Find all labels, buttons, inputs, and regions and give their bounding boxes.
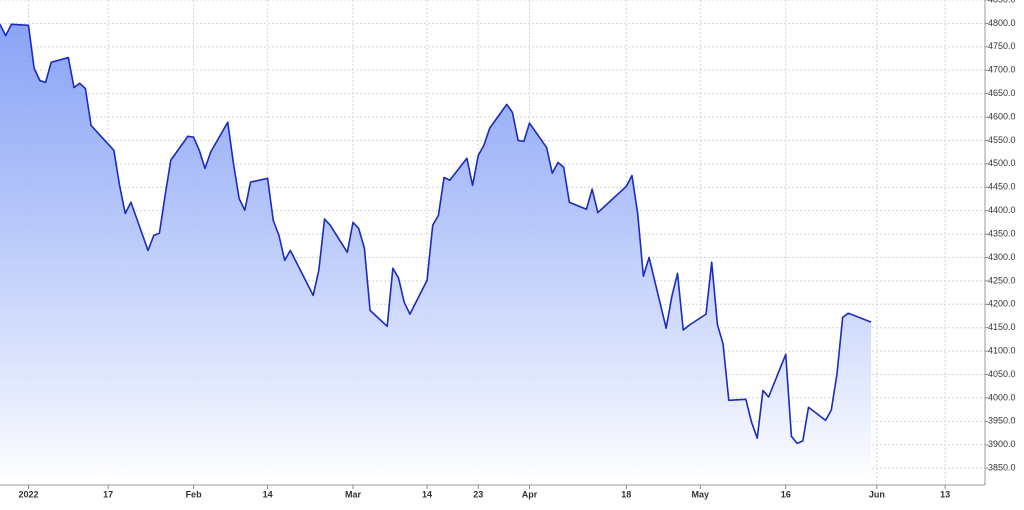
y-tick-label: 4400.0 <box>988 205 1016 215</box>
y-tick-label: 4850.0 <box>988 0 1016 4</box>
x-tick-label: Mar <box>345 489 362 499</box>
y-tick-label: 3850.0 <box>988 463 1016 473</box>
y-tick-label: 4600.0 <box>988 111 1016 121</box>
x-tick-label: Jun <box>869 489 885 499</box>
x-tick-label: Apr <box>522 489 538 499</box>
x-tick-label: 14 <box>263 489 273 499</box>
y-tick-label: 4350.0 <box>988 228 1016 238</box>
y-tick-label: 4100.0 <box>988 345 1016 355</box>
x-tick-label: 17 <box>103 489 113 499</box>
axis-layer: 3850.0 3900.0 3950.0 4000.0 4050.0 4100.0 4150… <box>0 0 1016 499</box>
y-tick-label: 4500.0 <box>988 158 1016 168</box>
y-tick-label: 4800.0 <box>988 18 1016 28</box>
y-tick-label: 4150.0 <box>988 322 1016 332</box>
y-tick-label: 4450.0 <box>988 182 1016 192</box>
y-tick-label: 4700.0 <box>988 65 1016 75</box>
y-tick-label: 3900.0 <box>988 439 1016 449</box>
data-layer <box>0 23 872 486</box>
x-tick-label: 18 <box>621 489 631 499</box>
price-line <box>0 23 872 445</box>
x-tick-label: 14 <box>422 489 432 499</box>
x-tick-label: 2022 <box>18 489 38 499</box>
y-tick-label: 4300.0 <box>988 252 1016 262</box>
x-tick-label: Feb <box>186 489 203 499</box>
x-tick-label: May <box>692 489 710 499</box>
x-tick-label: 23 <box>473 489 483 499</box>
y-tick-label: 4000.0 <box>988 392 1016 402</box>
area-fill <box>0 24 872 486</box>
y-tick-label: 3950.0 <box>988 416 1016 426</box>
y-tick-label: 4650.0 <box>988 88 1016 98</box>
y-tick-label: 4550.0 <box>988 135 1016 145</box>
y-tick-label: 4750.0 <box>988 41 1016 51</box>
x-tick-label: 16 <box>781 489 791 499</box>
y-tick-label: 4250.0 <box>988 275 1016 285</box>
y-tick-label: 4200.0 <box>988 299 1016 309</box>
y-tick-label: 4050.0 <box>988 369 1016 379</box>
x-tick-label: 13 <box>940 489 950 499</box>
